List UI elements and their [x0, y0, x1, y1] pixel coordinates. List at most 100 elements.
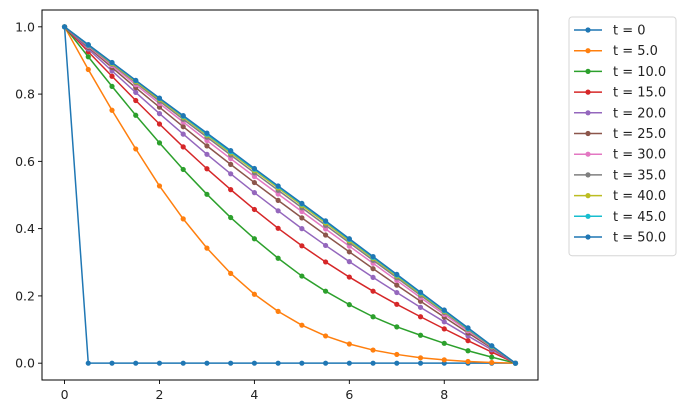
data-point: [394, 289, 400, 296]
y-tick-label: 0.0: [15, 356, 35, 371]
y-tick-label: 1.0: [15, 19, 35, 34]
data-point: [441, 307, 447, 313]
data-point: [251, 190, 258, 196]
data-point: [417, 304, 424, 310]
data-point: [322, 242, 329, 249]
legend-marker: [585, 130, 591, 137]
data-point: [85, 54, 91, 60]
legend-marker: [585, 89, 591, 95]
data-point: [109, 73, 115, 79]
x-tick-label: 0: [61, 387, 69, 402]
data-point: [346, 259, 352, 265]
data-point: [204, 245, 210, 251]
data-point: [346, 360, 352, 366]
legend-item: t = 50.0: [574, 231, 666, 246]
y-axis: 0.0 0.2 0.4 0.6 0.8 1.0: [15, 19, 42, 371]
legend-label: t = 30.0: [613, 148, 666, 163]
legend-label: t = 25.0: [613, 127, 666, 142]
data-point: [109, 360, 115, 366]
data-point: [417, 289, 424, 295]
series-line: [61, 24, 519, 366]
data-point: [204, 166, 210, 172]
legend-marker: [585, 27, 591, 33]
data-point: [275, 225, 281, 231]
data-point: [133, 97, 139, 104]
data-point: [251, 291, 258, 297]
data-point: [299, 200, 305, 207]
legend-label: t = 5.0: [613, 44, 658, 59]
data-point: [299, 215, 305, 221]
data-point: [346, 274, 352, 280]
data-point: [251, 179, 258, 186]
data-point: [322, 232, 329, 238]
legend-marker: [585, 48, 591, 54]
data-point: [394, 301, 400, 307]
plot-area: [61, 24, 519, 366]
data-point: [394, 324, 400, 330]
legend-marker: [585, 68, 591, 74]
x-tick-label: 6: [345, 387, 353, 402]
y-tick-label: 0.6: [15, 154, 35, 169]
data-point: [417, 332, 424, 338]
data-point: [228, 187, 234, 193]
data-point: [465, 348, 471, 354]
legend-marker: [585, 234, 591, 240]
data-point: [156, 183, 163, 189]
data-point: [275, 191, 281, 197]
data-point: [156, 111, 163, 117]
series-line: [61, 24, 519, 366]
data-point: [85, 360, 91, 366]
data-point: [322, 288, 329, 294]
data-point: [394, 282, 400, 288]
legend-label: t = 40.0: [613, 189, 666, 204]
legend-item: t = 25.0: [574, 127, 666, 142]
data-point: [417, 298, 424, 304]
data-point: [346, 236, 352, 242]
data-point: [322, 333, 329, 339]
data-point: [228, 156, 234, 162]
data-point: [299, 360, 305, 366]
data-point: [441, 340, 447, 346]
data-point: [465, 325, 471, 331]
x-tick-label: 2: [155, 387, 163, 402]
data-point: [204, 360, 210, 366]
data-point: [251, 173, 258, 180]
legend-marker: [585, 172, 591, 178]
data-point: [251, 165, 258, 172]
data-point: [370, 314, 376, 320]
data-point: [299, 273, 305, 279]
legend-item: t = 20.0: [574, 106, 666, 121]
data-point: [275, 183, 281, 189]
data-point: [394, 360, 400, 366]
data-point: [370, 274, 376, 281]
data-point: [180, 144, 186, 150]
data-point: [61, 24, 68, 30]
data-point: [85, 66, 91, 73]
data-point: [180, 113, 186, 119]
data-point: [275, 255, 281, 261]
legend-label: t = 20.0: [613, 106, 666, 121]
data-point: [180, 360, 186, 366]
legend-item: t = 0: [574, 24, 646, 39]
data-point: [370, 360, 376, 366]
data-point: [275, 308, 281, 314]
data-point: [417, 360, 424, 366]
legend-item: t = 10.0: [574, 65, 666, 80]
data-point: [204, 151, 210, 157]
data-point: [299, 226, 305, 232]
data-point: [228, 148, 234, 154]
x-tick-label: 8: [440, 387, 448, 402]
data-point: [156, 121, 163, 127]
data-point: [489, 343, 495, 349]
data-point: [228, 171, 234, 177]
data-point: [322, 259, 329, 265]
data-point: [465, 338, 471, 344]
x-tick-label: 4: [250, 387, 258, 402]
data-point: [299, 243, 305, 249]
data-point: [109, 83, 115, 89]
data-point: [133, 77, 139, 83]
legend-item: t = 45.0: [574, 210, 666, 225]
axes-frame: [41, 9, 539, 381]
data-point: [251, 360, 258, 366]
